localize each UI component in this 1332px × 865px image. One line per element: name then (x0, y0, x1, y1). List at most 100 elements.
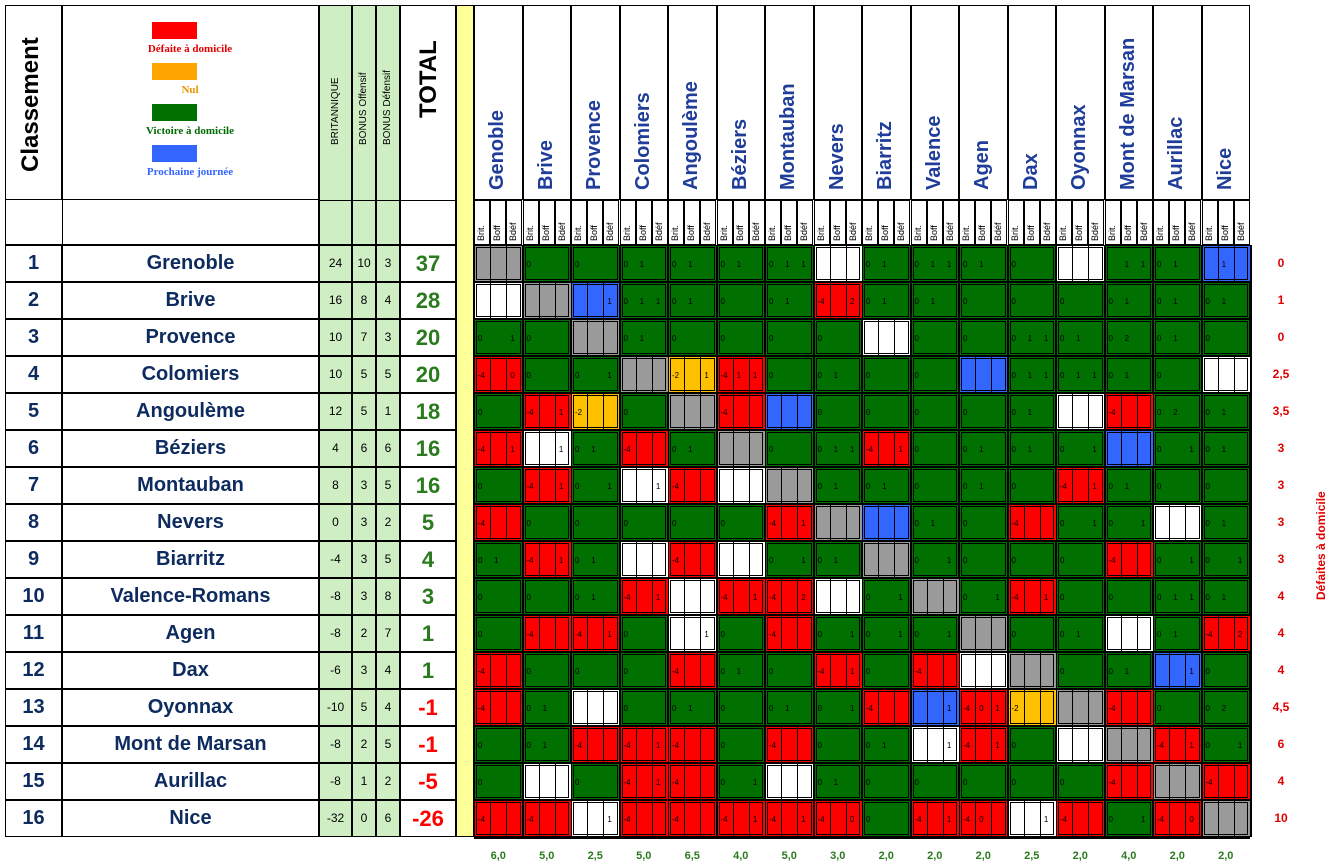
col-header-cell (1007, 5, 1056, 200)
result-cell (1201, 800, 1251, 837)
cell-value: 1 (688, 259, 693, 269)
table-row: 14 Mont de Marsan -8 2 5 -1 (0, 726, 474, 763)
rank: 3 (27, 326, 40, 348)
cell-value: 0 (575, 370, 580, 380)
average-value: 4,0 (1121, 850, 1137, 862)
cell-value: 0 (575, 666, 580, 676)
cell-inner-border (718, 654, 763, 687)
cell-value: 1 (1140, 518, 1146, 528)
result-cell: 0 (716, 726, 765, 763)
result-subcell (976, 357, 993, 392)
total-value: -1 (418, 695, 438, 720)
result-cell: 0 1 1 (1056, 356, 1105, 393)
cell-value: -4 (720, 407, 728, 417)
subheader-cell (765, 200, 782, 245)
rank-cell (5, 430, 62, 467)
subheader-cell (1136, 200, 1153, 245)
total-value: 16 (415, 473, 441, 498)
cell-inner-border (718, 728, 763, 761)
cell-value: 0 (478, 777, 483, 787)
result-subcell (911, 579, 928, 614)
boff-value: 3 (360, 663, 368, 677)
brit-value: 12 (328, 404, 343, 418)
col-header: Aurillac (1165, 116, 1188, 190)
cell-value: 0 (1060, 777, 1065, 787)
cell-value: 0 (478, 555, 483, 565)
col-header-cell (716, 5, 765, 200)
result-cell: 0 (474, 763, 523, 800)
team-name: Provence (145, 326, 236, 348)
total-cell (400, 245, 456, 282)
result-cell: 0 (862, 800, 911, 837)
result-subcell (814, 283, 831, 318)
result-subcell (539, 431, 556, 466)
rank-cell (5, 652, 62, 689)
cell-value: -4 (478, 666, 486, 676)
col-header-cell (1153, 5, 1202, 200)
subheader-cell (1088, 200, 1105, 245)
result-subcell (927, 579, 944, 614)
result-cell: -4 1 (522, 467, 572, 504)
subheader-label: Bdéf (1090, 222, 1101, 241)
total-value: 20 (415, 362, 441, 387)
result-subcell (1202, 357, 1219, 392)
cell-value: 0 (720, 518, 725, 528)
cell-inner-border (1058, 506, 1103, 539)
result-cell: 1 (668, 615, 718, 652)
cell-inner-border (1106, 469, 1151, 502)
result-cell: 0 (910, 430, 959, 467)
subheader-cell (894, 200, 911, 245)
cell-value: 1 (882, 296, 887, 306)
result-cell: 0 (1007, 615, 1056, 652)
cell-value: 1 (849, 629, 855, 639)
cell-inner-border (912, 617, 957, 650)
cell-value: 0 (1060, 666, 1065, 676)
subheader-label: Boff (928, 225, 939, 241)
result-subcell (491, 690, 508, 725)
result-cell: 0 (959, 393, 1008, 430)
result-cell: -4 2 (813, 282, 863, 319)
brit-value: -8 (330, 774, 341, 788)
col-header-cell (522, 5, 571, 200)
result-subcell (1218, 616, 1235, 651)
cell-inner-border (573, 654, 618, 687)
result-cell (765, 763, 815, 800)
result-cell (959, 356, 1009, 393)
result-cell: -2 (571, 393, 621, 430)
result-cell (862, 504, 912, 541)
result-cell: 0 (522, 319, 571, 356)
brit-cell (319, 467, 352, 504)
home-defeats-value: 4 (1277, 589, 1285, 603)
total-cell (400, 282, 456, 319)
team-cell (62, 393, 319, 430)
cell-inner-border (476, 691, 521, 724)
result-cell: 0 (522, 504, 571, 541)
cell-value: 1 (607, 296, 612, 306)
legend-label: Défaite à domicile (147, 43, 233, 55)
bdef-value: 5 (384, 478, 392, 492)
result-subcell (960, 653, 977, 688)
cell-inner-border (961, 765, 1006, 798)
result-subcell (1073, 246, 1090, 281)
result-subcell (491, 431, 508, 466)
bdef-cell (376, 504, 400, 541)
result-cell: -4 0 (474, 356, 524, 393)
cell-inner-border (1203, 802, 1248, 835)
cell-value: 1 (1173, 592, 1178, 602)
cell-inner-border (524, 247, 569, 280)
subheader-cell (845, 200, 862, 245)
result-cell (716, 541, 766, 578)
subheader-cell (490, 200, 507, 245)
col-header-cell (1056, 5, 1105, 200)
result-cell: 1 (522, 430, 572, 467)
cell-value: -4 (769, 740, 777, 750)
boff-cell (352, 689, 376, 726)
